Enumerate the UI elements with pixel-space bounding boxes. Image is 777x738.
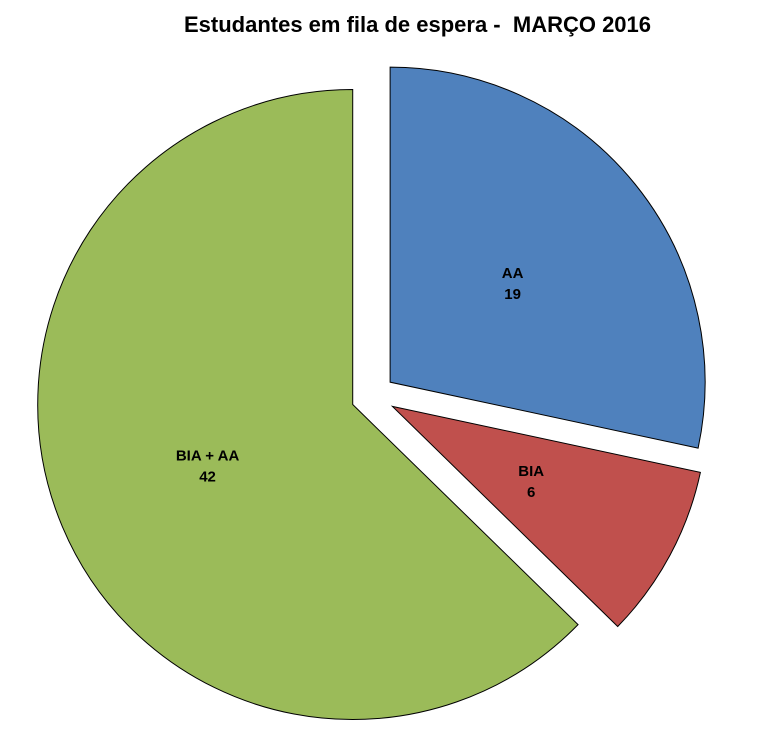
pie-slice-bia xyxy=(390,405,701,628)
pie-slice-bia-aa xyxy=(37,89,579,721)
slice-label-bia: BIA 6 xyxy=(518,463,544,501)
chart-title: Estudantes em fila de espera - MARÇO 201… xyxy=(183,12,652,37)
slice-label-aa: AA 19 xyxy=(502,265,524,303)
slice-label-bia-aa: BIA + AA 42 xyxy=(176,448,240,486)
pie-slice-aa xyxy=(389,66,706,449)
